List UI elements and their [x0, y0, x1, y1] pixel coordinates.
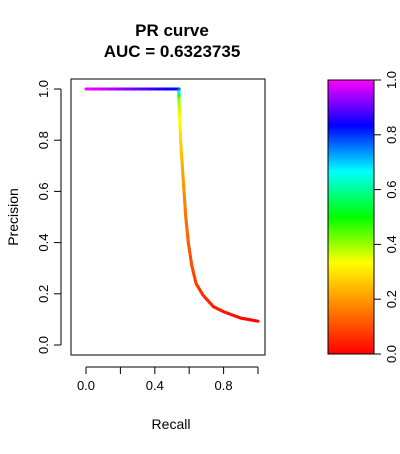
y-tick-label: 0.2 — [36, 285, 51, 303]
y-tick-label: 0.6 — [36, 182, 51, 200]
x-tick-label: 0.0 — [77, 378, 95, 393]
chart-subtitle: AUC = 0.6323735 — [104, 42, 241, 61]
x-axis-label: Recall — [152, 416, 191, 432]
chart-title: PR curve — [135, 21, 209, 40]
colorbar-tick-label: 0.8 — [384, 126, 399, 144]
plot-frame — [70, 78, 266, 356]
y-tick-label: 0.4 — [36, 234, 51, 252]
y-axis: 0.0 0.2 0.4 0.6 0.8 1.0 — [36, 80, 62, 354]
y-tick-label: 1.0 — [36, 80, 51, 98]
x-tick-label: 0.8 — [215, 378, 233, 393]
colorbar — [327, 79, 375, 355]
colorbar-tick-label: 0.4 — [384, 235, 399, 253]
colorbar-tick-label: 0.6 — [384, 181, 399, 199]
colorbar-tick-label: 1.0 — [384, 71, 399, 89]
colorbar-axis: 0.0 0.2 0.4 0.6 0.8 1.0 — [374, 71, 399, 363]
x-tick-label: 0.4 — [146, 378, 164, 393]
colorbar-tick-label: 0.2 — [384, 290, 399, 308]
colorbar-tick-label: 0.0 — [384, 345, 399, 363]
pr-curve-line — [84, 87, 260, 323]
y-tick-label: 0.0 — [36, 336, 51, 354]
y-axis-label: Precision — [5, 188, 21, 246]
y-tick-label: 0.8 — [36, 131, 51, 149]
x-axis: 0.0 0.4 0.8 — [77, 366, 259, 393]
